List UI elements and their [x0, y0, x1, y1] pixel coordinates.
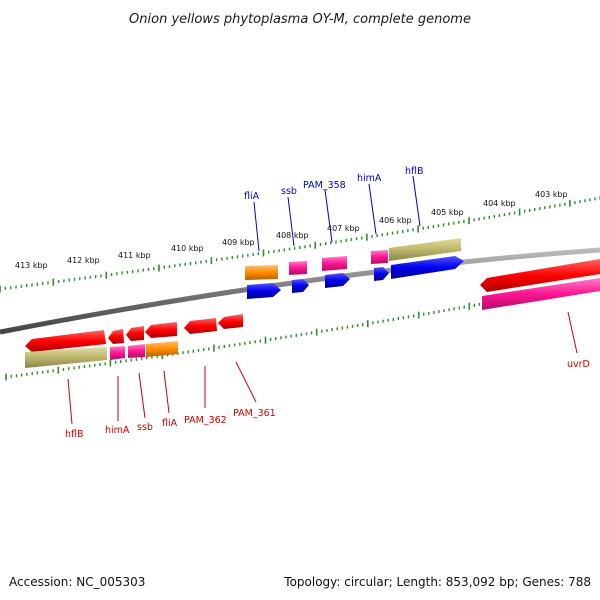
- reverse-callouts: hflB himA ssb fliA PAM_362 PAM_361 uvrD: [65, 311, 590, 440]
- genome-summary-label: Topology: circular; Length: 853,092 bp; …: [283, 575, 591, 589]
- gene-label-hflb-rev[interactable]: hflB: [65, 429, 84, 440]
- forward-callouts: fliA ssb PAM_358 himA hflB: [244, 166, 424, 252]
- gene-label-pam358[interactable]: PAM_358: [303, 180, 346, 191]
- scale-label-407: 407 kbp: [327, 224, 360, 233]
- reverse-features: [25, 259, 600, 368]
- cds-hflb-arrow: [391, 256, 464, 279]
- scale-label-405: 405 kbp: [431, 208, 464, 217]
- gene-label-hima-rev[interactable]: himA: [105, 425, 130, 436]
- callout-line-ssb: [287, 196, 295, 247]
- scale-label-413: 413 kbp: [15, 261, 48, 270]
- cds-flia-arrow: [247, 283, 281, 299]
- cds-hima-arrow: [374, 267, 389, 281]
- cds-uvrd-reverse-arrow: [480, 259, 600, 292]
- cds-hima-reverse-arrow: [108, 329, 124, 344]
- gene-label-hflb[interactable]: hflB: [405, 166, 424, 177]
- gene-flia-reverse-inner: [146, 341, 178, 357]
- callout-line-hflb: [412, 175, 421, 227]
- cds-ssb-arrow: [292, 279, 309, 293]
- callout-line-ssb-rev: [138, 372, 146, 419]
- gene-hflb-reverse-inner: [25, 347, 107, 368]
- gene-hflb-forward-outer: [389, 238, 461, 261]
- gene-ssb-reverse-inner: [128, 344, 145, 358]
- gene-flia-forward-outer: [245, 265, 278, 280]
- callout-line-hima: [368, 183, 377, 235]
- gene-label-pam362-rev[interactable]: PAM_362: [184, 415, 227, 426]
- scale-label-412: 412 kbp: [67, 256, 100, 265]
- gene-pam358-forward-outer: [322, 256, 347, 271]
- gene-uvrd-reverse-inner: [482, 278, 600, 310]
- scale-label-406: 406 kbp: [379, 216, 412, 225]
- cds-flia-reverse-arrow: [145, 322, 177, 338]
- scale-label-410: 410 kbp: [171, 244, 204, 253]
- gene-label-hima[interactable]: himA: [357, 173, 382, 184]
- upper-tick-ring: [0, 196, 600, 293]
- cds-pam358-arrow: [325, 273, 350, 288]
- gene-label-flia-rev[interactable]: fliA: [162, 418, 178, 429]
- gene-hima-reverse-inner: [110, 346, 125, 360]
- callout-line-pam358: [324, 189, 333, 243]
- gene-ssb-forward-outer: [289, 261, 307, 275]
- callout-line-pam361-rev: [235, 361, 257, 403]
- scale-label-409: 409 kbp: [222, 238, 255, 247]
- scale-labels: 413 kbp 412 kbp 411 kbp 410 kbp 409 kbp …: [15, 190, 568, 270]
- callout-line-flia-rev: [163, 370, 170, 414]
- callout-line-uvrd-rev: [567, 311, 578, 354]
- callout-line-flia: [253, 201, 260, 252]
- gene-label-pam361-rev[interactable]: PAM_361: [233, 408, 276, 419]
- callout-line-hflb-rev: [67, 378, 73, 425]
- cds-hflb-reverse-arrow: [25, 330, 106, 352]
- scale-label-403: 403 kbp: [535, 190, 568, 199]
- gene-label-flia[interactable]: fliA: [244, 191, 260, 202]
- map-title: Onion yellows phytoplasma OY-M, complete…: [129, 12, 471, 27]
- accession-label: Accession: NC_005303: [9, 575, 145, 589]
- genome-backbone: [0, 247, 600, 335]
- cds-pam361-reverse-arrow: [218, 314, 243, 329]
- cds-ssb-reverse-arrow: [126, 326, 144, 341]
- scale-label-404: 404 kbp: [483, 199, 516, 208]
- cds-pam362-reverse-arrow: [184, 318, 217, 334]
- forward-features: [245, 238, 464, 299]
- gene-label-uvrd-rev[interactable]: uvrD: [567, 359, 590, 370]
- scale-label-411: 411 kbp: [118, 251, 151, 260]
- gene-label-ssb-rev[interactable]: ssb: [137, 422, 153, 433]
- gene-label-ssb[interactable]: ssb: [281, 186, 297, 197]
- gene-hima-forward-outer: [371, 250, 388, 264]
